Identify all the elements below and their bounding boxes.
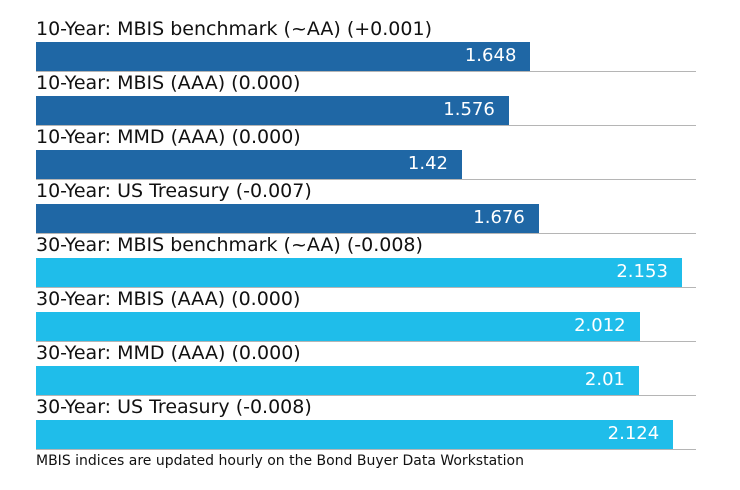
- bar: 2.153: [36, 258, 682, 287]
- data-label: 1.648: [464, 45, 517, 66]
- category-label: 30-Year: MBIS benchmark (~AA) (-0.008): [36, 234, 423, 256]
- row-divider: [36, 341, 696, 342]
- data-label: 1.676: [473, 207, 525, 228]
- data-label: 2.124: [607, 423, 660, 444]
- bar: 2.012: [36, 312, 640, 341]
- category-label: 10-Year: MMD (AAA) (0.000): [36, 126, 301, 148]
- data-label: 1.576: [443, 99, 495, 120]
- bar: 2.01: [36, 366, 639, 395]
- bar: 1.676: [36, 204, 539, 233]
- category-label: 10-Year: MBIS (AAA) (0.000): [36, 72, 301, 94]
- row-divider: [36, 71, 696, 72]
- row-divider: [36, 449, 696, 450]
- data-label: 2.01: [584, 369, 625, 390]
- row-divider: [36, 287, 696, 288]
- row-divider: [36, 395, 696, 396]
- category-label: 10-Year: US Treasury (-0.007): [36, 180, 312, 202]
- data-label: 1.42: [407, 153, 448, 174]
- category-label: 30-Year: MMD (AAA) (0.000): [36, 342, 301, 364]
- footnote: MBIS indices are updated hourly on the B…: [36, 453, 524, 469]
- row-divider: [36, 233, 696, 234]
- bar: 1.648: [36, 42, 531, 71]
- category-label: 30-Year: US Treasury (-0.008): [36, 396, 312, 418]
- bar: 1.576: [36, 96, 509, 125]
- bar: 2.124: [36, 420, 674, 449]
- category-label: 30-Year: MBIS (AAA) (0.000): [36, 288, 301, 310]
- row-divider: [36, 125, 696, 126]
- data-label: 2.153: [616, 261, 668, 282]
- row-divider: [36, 179, 696, 180]
- data-label: 2.012: [574, 315, 626, 336]
- bar: 1.42: [36, 150, 462, 179]
- category-label: 10-Year: MBIS benchmark (~AA) (+0.001): [36, 18, 432, 40]
